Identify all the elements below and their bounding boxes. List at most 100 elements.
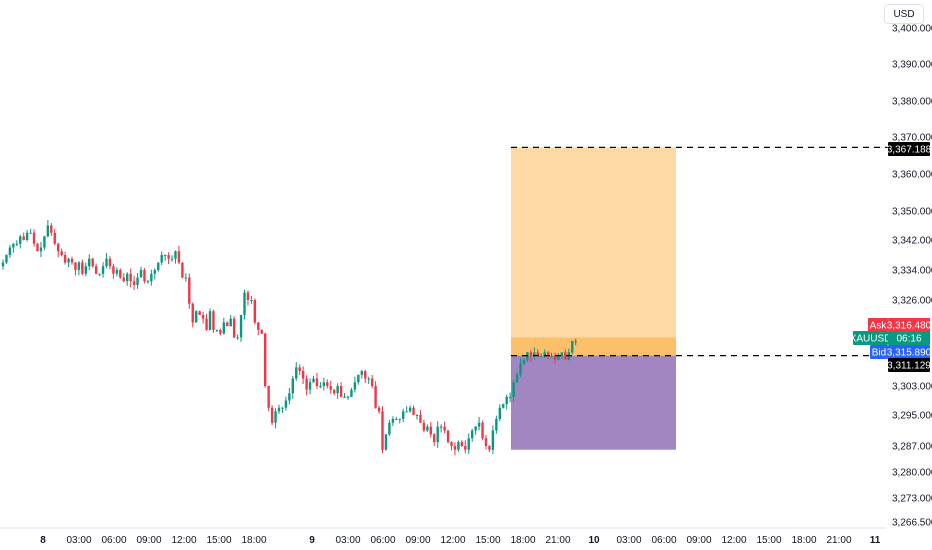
candle-body: [53, 232, 56, 244]
position-zones[interactable]: [511, 147, 676, 450]
candle-body: [260, 329, 263, 334]
time-tick: 03:00: [66, 535, 91, 546]
price-tick: 3,350.000: [892, 207, 932, 218]
candle-body: [215, 329, 219, 331]
candle-body: [29, 232, 32, 234]
candle-body: [471, 430, 474, 439]
candle-body: [115, 270, 119, 274]
candle-body: [1, 262, 5, 267]
candle-body: [436, 426, 439, 443]
candle-body: [336, 386, 339, 394]
candle-body: [205, 318, 208, 330]
price-tick: 3,280.000: [892, 468, 932, 479]
candle-body: [274, 411, 277, 423]
candle-body: [191, 303, 194, 323]
entry-price: 3,311.129: [887, 361, 931, 372]
candle-body: [329, 386, 332, 390]
candle-body: [495, 418, 498, 431]
candle-body: [339, 386, 343, 397]
candle-body: [126, 273, 129, 282]
time-tick: 15:00: [756, 535, 781, 546]
candle-body: [343, 396, 346, 398]
candle-body: [212, 311, 215, 330]
candle-body: [143, 270, 146, 282]
stop-zone[interactable]: [511, 355, 676, 450]
candle-body: [367, 378, 370, 380]
bar-countdown: 06:16: [896, 334, 921, 345]
price-tick: 3,342.000: [892, 236, 932, 247]
candle-body: [484, 438, 488, 446]
candle-body: [174, 251, 177, 259]
candle-body: [36, 243, 39, 252]
profit-zone[interactable]: [511, 147, 676, 356]
candle-body: [67, 258, 70, 263]
symbol-tag: XAUUSD: [850, 334, 892, 345]
time-tick: 18:00: [510, 535, 535, 546]
candle-body: [415, 415, 419, 416]
candle-body: [250, 300, 253, 301]
candle-body: [364, 371, 367, 379]
candle-body: [25, 232, 29, 240]
candle-body: [491, 430, 495, 450]
candle-body: [74, 262, 77, 270]
candle-body: [81, 262, 84, 274]
candle-body: [384, 434, 388, 450]
candle-body: [536, 352, 539, 357]
candle-body: [519, 363, 522, 375]
price-tick: 3,326.000: [892, 296, 932, 307]
price-axis[interactable]: 3,400.000 3,390.000 3,380.000 3,370.000 3,36…: [892, 24, 932, 529]
candle-body: [381, 411, 384, 450]
candle-body: [529, 352, 533, 357]
candle-body: [22, 236, 25, 240]
candle-body: [122, 277, 125, 282]
candle-body: [308, 382, 312, 390]
candle-body: [443, 426, 446, 431]
target-price: 3,367.188: [887, 145, 932, 156]
candle-body: [153, 270, 156, 274]
time-tick: 06:00: [370, 535, 395, 546]
candle-body: [574, 341, 577, 343]
candle-body: [119, 270, 122, 278]
candle-body: [139, 270, 143, 278]
candle-body: [219, 329, 222, 334]
candle-body: [405, 411, 408, 413]
candle-body: [112, 266, 115, 274]
time-axis[interactable]: 8 03:00 06:00 09:00 12:00 15:00 18:00 9 03:00 06:…: [40, 535, 881, 546]
time-tick: 12:00: [171, 535, 196, 546]
currency-button[interactable]: USD: [884, 4, 924, 24]
candle-body: [446, 430, 450, 443]
candle-body: [522, 359, 526, 364]
candle-body: [160, 255, 163, 263]
candle-body: [270, 407, 274, 423]
ask-price: 3,316.480: [887, 321, 932, 332]
candle-body: [374, 386, 377, 408]
candle-body: [412, 407, 415, 415]
candle-body: [350, 389, 353, 397]
candle-body: [464, 446, 467, 450]
candle-body: [467, 438, 470, 450]
candle-body: [439, 426, 443, 428]
candle-body: [70, 258, 74, 263]
candle-body: [395, 418, 398, 420]
candle-body: [326, 382, 329, 386]
candle-body: [498, 407, 501, 419]
candle-body: [46, 225, 50, 237]
candles: [1, 219, 577, 456]
candle-body: [543, 352, 546, 357]
price-tick: 3,334.000: [892, 266, 932, 277]
candle-body: [264, 333, 267, 386]
price-tick: 3,360.000: [892, 170, 932, 181]
candle-body: [540, 356, 543, 358]
candle-body: [132, 281, 136, 285]
candle-body: [305, 378, 308, 390]
candle-body: [301, 371, 305, 379]
candle-body: [246, 292, 250, 300]
ask-price-bg: [888, 318, 930, 332]
candle-body: [353, 382, 357, 390]
time-tick: 21:00: [826, 535, 851, 546]
candle-body: [419, 415, 422, 423]
candle-body: [257, 322, 260, 330]
candle-body: [426, 426, 429, 431]
candle-body: [388, 422, 391, 435]
